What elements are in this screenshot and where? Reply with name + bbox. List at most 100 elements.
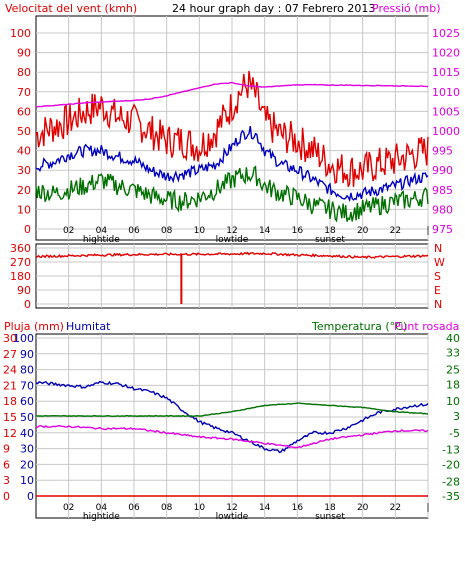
wind-hour-label: 22 [390,226,401,236]
wind-tick-label: 10 [17,203,31,216]
rain-tick-label: 18 [3,395,17,408]
wind-tick-label: 60 [17,105,31,118]
temperature-tick-label: 33 [446,347,460,360]
rain-tick-label: 3 [3,474,10,487]
direction-tick-label: 270 [10,256,31,269]
direction-tick-label: 90 [17,284,31,297]
compass-tick-label: S [434,270,441,283]
temperature-axis-label: Temperatura (°C) [311,320,407,333]
compass-tick-label: W [434,256,445,269]
wind-tick-label: 80 [17,66,31,79]
wind-hour-label: 16 [292,226,304,236]
climate-hour-label: 04 [96,503,108,513]
climate-hour-label: 10 [194,503,206,513]
wind-hour-label: 14 [259,226,271,236]
humidity-tick-label: 50 [20,411,34,424]
wind-direction-line [35,251,429,260]
pressure-tick-label: 995 [432,145,453,158]
temperature-tick-label: -13 [442,444,460,457]
humidity-axis-label: Humitat [66,320,111,333]
humidity-tick-label: 10 [20,474,34,487]
humidity-tick-label: 30 [20,443,34,456]
rain-tick-label: 27 [3,348,17,361]
direction-tick-label: 0 [24,298,31,311]
wind-hour-label: 02 [63,226,74,236]
wind-hour-label: 10 [194,226,206,236]
wind-hour-label: 06 [128,226,140,236]
climate-hour-label: 22 [390,503,401,513]
tide-label: sunset [315,512,345,522]
humidity-tick-label: 80 [20,364,34,377]
pressure-tick-label: 1005 [432,105,460,118]
temperature-tick-label: -5 [449,427,460,440]
tide-label: lowtide [216,235,249,245]
wind-average-line [35,125,429,203]
climate-hour-label: 16 [292,503,304,513]
wind-tick-label: 30 [17,164,31,177]
wind-hour-label: 20 [357,226,369,236]
wind-tick-label: 70 [17,86,31,99]
pressure-tick-label: 1015 [432,66,460,79]
climate-hour-label: 06 [128,503,140,513]
temperature-tick-label: -20 [442,458,460,471]
rain-tick-label: 6 [3,458,10,471]
wind-tick-label: 20 [17,184,31,197]
climate-hour-label: | [426,503,429,513]
wind-gust-line [35,70,429,187]
climate-hour-label: 18 [324,503,336,513]
chart-title: 24 hour graph day : 07 Febrero 2013 [172,2,375,15]
humidity-line [35,380,429,454]
climate-hour-label: 20 [357,503,369,513]
climate-hour-label: 14 [259,503,271,513]
rain-tick-label: 24 [3,364,17,377]
pressure-tick-label: 990 [432,164,453,177]
humidity-tick-label: 20 [20,458,34,471]
climate-hour-label: 12 [226,503,237,513]
temperature-tick-label: 18 [446,378,460,391]
compass-tick-label: E [434,284,441,297]
rain-axis-label: Pluja (mm) [4,320,64,333]
wind-hour-label: 12 [226,226,237,236]
dewpoint-axis-label: Punt rosada [394,320,459,333]
compass-tick-label: N [434,242,442,255]
pressure-tick-label: 980 [432,203,453,216]
tide-label: lowtide [216,512,249,522]
wind-minimum-line [35,165,429,223]
rain-tick-label: 15 [3,411,17,424]
temperature-tick-label: -28 [442,475,460,488]
humidity-tick-label: 70 [20,379,34,392]
climate-hour-label: 08 [161,503,173,513]
climate-hour-label: 02 [63,503,74,513]
tide-label: hightide [83,235,120,245]
wind-hour-label: | [426,226,429,236]
temperature-tick-label: 25 [446,364,460,377]
humidity-tick-label: 100 [13,332,34,345]
labels-layer: 0102030405060708090100975980985990995100… [3,27,460,522]
rain-tick-label: 9 [3,443,10,456]
pressure-tick-label: 1020 [432,47,460,60]
pressure-tick-label: 1010 [432,86,460,99]
temperature-tick-label: 3 [453,410,460,423]
temperature-tick-label: 10 [446,395,460,408]
pressure-tick-label: 985 [432,184,453,197]
rain-tick-label: 0 [3,490,10,503]
wind-tick-label: 50 [17,125,31,138]
pressure-tick-label: 975 [432,223,453,236]
wind-hour-label: 08 [161,226,173,236]
humidity-tick-label: 0 [27,490,34,503]
dewpoint-line [35,424,429,449]
pressure-tick-label: 1000 [432,125,460,138]
pressure-tick-label: 1025 [432,27,460,40]
wind-axis-label: Velocitat del vent (kmh) [5,2,137,15]
temperature-tick-label: 40 [446,332,460,345]
humidity-tick-label: 60 [20,395,34,408]
wind-tick-label: 0 [24,223,31,236]
tide-label: sunset [315,235,345,245]
temperature-tick-label: -35 [442,490,460,503]
wind-hour-label: 04 [96,226,108,236]
humidity-tick-label: 40 [20,427,34,440]
wind-hour-label: 18 [324,226,336,236]
tide-label: hightide [83,512,120,522]
marks-layer [35,70,429,497]
